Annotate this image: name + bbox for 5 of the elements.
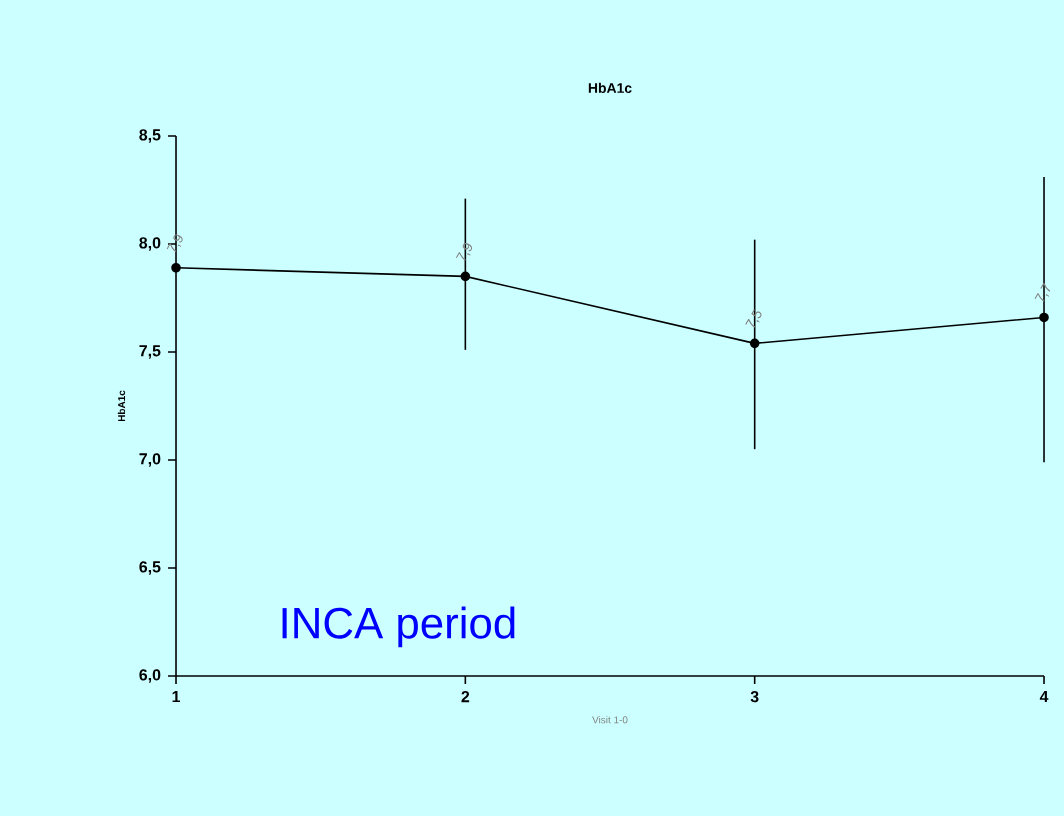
point	[749, 338, 760, 349]
point	[460, 271, 471, 282]
point	[171, 262, 181, 273]
annotation: INCA period	[282, 606, 515, 648]
point	[1039, 312, 1049, 323]
